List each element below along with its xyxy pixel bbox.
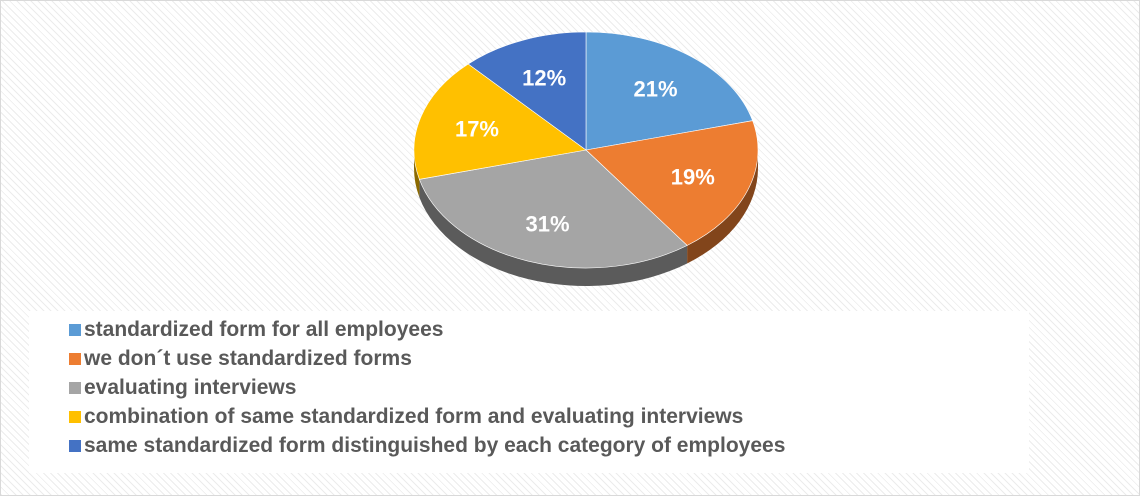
- pie-slice-side: [414, 150, 420, 198]
- pie-data-label: 19%: [671, 164, 715, 189]
- legend-label: we don´t use standardized forms: [84, 347, 412, 370]
- legend-item: we don´t use standardized forms: [29, 344, 1029, 373]
- legend-item: standardized form for all employees: [29, 315, 1029, 344]
- pie-slice: [413, 63, 587, 180]
- legend-item: evaluating interviews: [29, 373, 1029, 402]
- pie-data-label: 21%: [634, 76, 678, 101]
- pie-data-label: 17%: [455, 116, 499, 141]
- legend-item: same standardized form distinguished by …: [29, 431, 1029, 460]
- pie-data-labels: 21% 19% 31% 17% 12%: [455, 66, 715, 237]
- pie-data-label: 12%: [522, 66, 566, 91]
- legend: standardized form for all employees we d…: [29, 311, 1029, 473]
- legend-swatch: [69, 440, 81, 452]
- pie-slice-side: [687, 150, 758, 264]
- pie-slice-side: [419, 179, 688, 286]
- legend-item: combination of same standardized form an…: [29, 402, 1029, 431]
- legend-label: same standardized form distinguished by …: [84, 434, 786, 457]
- legend-label: combination of same standardized form an…: [84, 405, 744, 428]
- pie-data-label: 31%: [526, 211, 570, 236]
- legend-label: standardized form for all employees: [84, 318, 444, 341]
- pie-slice: [418, 149, 688, 269]
- pie-slice: [585, 120, 759, 246]
- pie-slice: [585, 31, 754, 151]
- pie-slices: [413, 31, 759, 269]
- pie-slice: [467, 31, 587, 151]
- legend-swatch: [69, 411, 81, 423]
- legend-swatch: [69, 324, 81, 336]
- pie-chart: 21% 19% 31% 17% 12%: [413, 31, 759, 286]
- pie-3d-sides: [414, 150, 758, 286]
- legend-swatch: [69, 382, 81, 394]
- legend-swatch: [69, 353, 81, 365]
- legend-label: evaluating interviews: [84, 376, 297, 399]
